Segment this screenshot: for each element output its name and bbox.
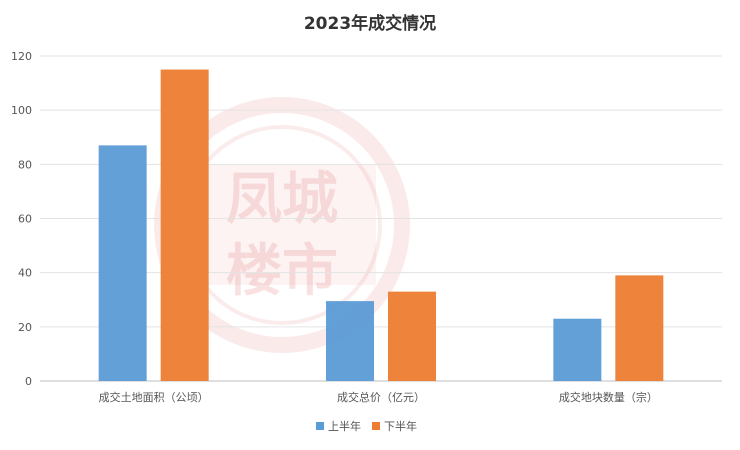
y-tick-label: 40 (18, 267, 32, 280)
legend: 上半年 下半年 (316, 419, 417, 433)
x-category-label: 成交土地面积（公顷） (99, 390, 209, 404)
y-tick-label: 60 (18, 213, 32, 226)
bar-h2-2 (615, 275, 664, 381)
y-tick-label: 0 (25, 375, 32, 388)
y-axis: 0 20 40 60 80 100 120 (11, 50, 32, 388)
bar-h1-2 (553, 318, 602, 381)
bars (98, 69, 664, 382)
legend-label: 下半年 (384, 419, 417, 433)
legend-swatch (372, 422, 380, 430)
watermark-text-bottom: 楼市 (226, 239, 338, 304)
gridlines (40, 55, 722, 382)
y-tick-label: 80 (18, 158, 32, 171)
x-axis: 成交土地面积（公顷） 成交总价（亿元） 成交地块数量（宗） (99, 390, 658, 404)
x-category-label: 成交总价（亿元） (337, 390, 425, 404)
bar-h1-1 (326, 301, 374, 381)
bar-h1-0 (98, 145, 147, 381)
bar-h2-0 (160, 69, 209, 382)
x-category-label: 成交地块数量（宗） (559, 390, 658, 404)
y-tick-label: 20 (18, 321, 32, 334)
y-tick-label: 120 (11, 50, 32, 63)
legend-label: 上半年 (328, 419, 361, 433)
chart-title: 2023年成交情况 (304, 13, 436, 34)
y-tick-label: 100 (11, 104, 32, 117)
bar-h2-1 (388, 291, 436, 381)
watermark-text-top: 凤城 (226, 167, 338, 232)
legend-swatch (316, 422, 324, 430)
watermark-logo: 凤城 楼市 (154, 97, 410, 353)
